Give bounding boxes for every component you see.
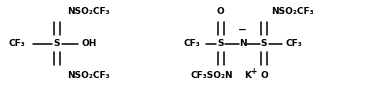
Text: NSO₂CF₃: NSO₂CF₃ [67, 7, 110, 16]
Text: OH: OH [81, 39, 97, 48]
Text: K: K [244, 71, 251, 80]
Text: O: O [217, 7, 225, 16]
Text: S: S [54, 39, 60, 48]
Text: CF₃SO₂N: CF₃SO₂N [191, 71, 233, 80]
Text: CF₃: CF₃ [285, 39, 302, 48]
Text: +: + [250, 67, 256, 76]
Text: NSO₂CF₃: NSO₂CF₃ [271, 7, 313, 16]
Text: NSO₂CF₃: NSO₂CF₃ [67, 71, 110, 80]
Text: S: S [217, 39, 224, 48]
Text: CF₃: CF₃ [9, 39, 26, 48]
Text: S: S [261, 39, 267, 48]
Text: −: − [238, 25, 247, 35]
Text: CF₃: CF₃ [183, 39, 200, 48]
Text: N: N [239, 39, 246, 48]
Text: O: O [260, 71, 268, 80]
